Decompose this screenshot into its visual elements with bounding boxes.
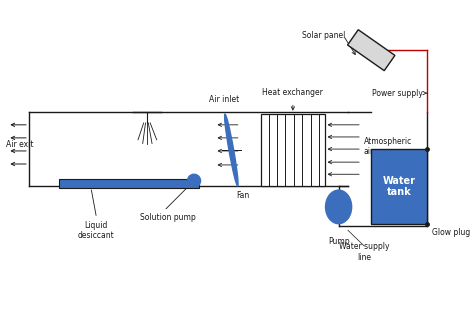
Text: Pump: Pump (328, 237, 349, 246)
Text: Water
tank: Water tank (383, 175, 416, 197)
Text: Liquid
desiccant: Liquid desiccant (78, 221, 114, 240)
Circle shape (188, 174, 201, 187)
Ellipse shape (326, 190, 352, 224)
Text: Air exit: Air exit (6, 140, 33, 149)
Bar (371, 149, 427, 224)
Text: Power supply: Power supply (372, 89, 422, 98)
Text: Glow plug: Glow plug (432, 228, 470, 237)
Bar (261, 113, 325, 186)
Text: Water supply
line: Water supply line (339, 242, 390, 262)
Text: Air inlet: Air inlet (209, 95, 239, 104)
Bar (59, 179, 199, 188)
Text: Solution pump: Solution pump (140, 214, 196, 222)
Text: Heat exchanger: Heat exchanger (263, 88, 323, 97)
Text: Solar panel: Solar panel (302, 31, 345, 40)
Text: Fan: Fan (236, 191, 249, 200)
Ellipse shape (225, 114, 238, 186)
Polygon shape (347, 30, 395, 71)
Text: Atmospheric
air: Atmospheric air (364, 136, 412, 156)
